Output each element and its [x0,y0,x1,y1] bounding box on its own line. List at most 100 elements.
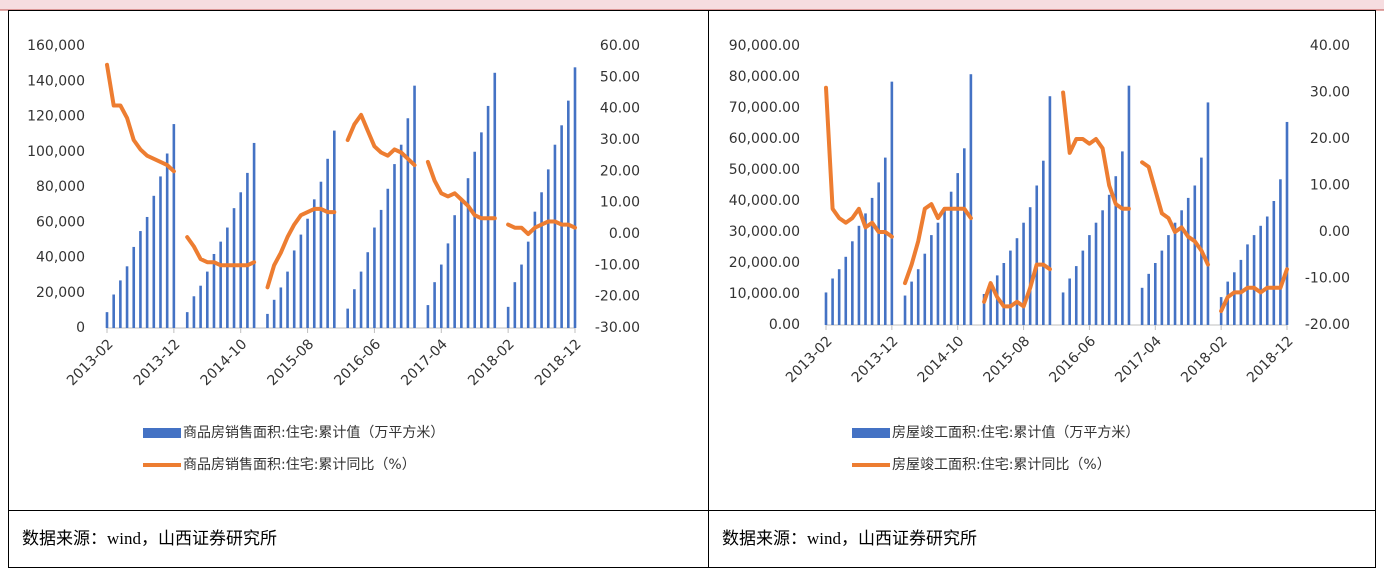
y2-tick-label: 10.00 [1310,178,1350,194]
bar [226,227,229,328]
bar [949,191,953,325]
bar [172,124,176,328]
bar [1285,121,1289,325]
bar [125,266,129,328]
bar [1121,151,1124,325]
bar [1081,250,1085,325]
y2-tick-label: -20.00 [595,289,640,305]
x-tick-label: 2016-06 [1046,333,1099,386]
bar [1226,281,1230,325]
bar [540,192,543,328]
bar [1272,201,1276,325]
y-tick-label: 120,000 [27,109,85,125]
x-tick-label: 2016-06 [331,336,384,389]
x-tick-label: 2018-02 [1178,333,1231,386]
bar [533,211,537,328]
bar [112,294,115,328]
bar [413,85,416,328]
bar [212,253,216,328]
top-strip [0,0,1384,10]
legend-label: 房屋竣工面积:住宅:累计同比（%） [892,457,1111,473]
bar [877,182,880,325]
y-tick-label: 60,000.00 [729,131,800,147]
bar [266,313,269,328]
bar [399,144,403,328]
x-tick-label: 2018-12 [1244,333,1297,386]
bar [1140,287,1144,325]
bar [252,142,256,328]
bar [1265,216,1269,325]
bar [506,306,510,328]
bar [272,299,276,328]
bar [139,231,142,328]
bar [426,305,430,328]
x-tick-label: 2015-08 [981,333,1034,386]
bar [910,281,913,325]
bar [1206,102,1210,325]
y2-tick-label: 50.00 [600,69,640,85]
y2-tick-label: 60.00 [600,38,640,54]
bar [916,269,920,325]
bar [353,289,356,328]
bar [312,199,316,328]
bar [439,264,443,328]
y-tick-label: 40,000.00 [729,193,800,209]
legend-label: 商品房销售面积:住宅:累计同比（%） [183,457,416,473]
y2-tick-label: -10.00 [595,257,640,273]
y2-tick-label: 20.00 [1310,131,1350,147]
bar [883,157,887,325]
bar [553,144,557,328]
bar [366,252,370,328]
bar [246,172,249,328]
bar [105,312,109,328]
bar [1114,176,1118,325]
bar [326,158,329,328]
y2-tick-label: -30.00 [595,320,640,336]
y-tick-label: 70,000.00 [729,100,800,116]
bar [837,269,841,325]
bar [239,192,243,328]
bar [864,213,867,325]
x-tick-label: 2013-02 [64,336,117,389]
bar [1094,222,1098,325]
x-tick-label: 2013-12 [131,336,184,389]
bar [903,295,907,325]
x-tick-label: 2017-04 [1112,333,1165,386]
bar [1186,197,1190,325]
bar [573,67,577,329]
bar [1101,210,1104,325]
bar [493,72,497,328]
bar [1167,235,1170,325]
y-tick-label: 140,000 [27,73,85,89]
bar [306,218,309,328]
bar [930,235,933,325]
y2-tick-label: -20.00 [1305,317,1350,333]
source-note: 数据来源：wind，山西证券研究所 [22,529,277,548]
bar [890,81,894,326]
y2-tick-label: 0.00 [609,226,640,242]
bar [1200,157,1203,325]
x-tick-label: 2017-04 [398,336,451,389]
bar [1193,185,1197,325]
bar [969,74,973,326]
bar [1279,179,1282,325]
bar [319,181,323,328]
bar [963,148,966,325]
bar [232,208,236,328]
bar [333,130,336,328]
bar [1173,222,1177,325]
legend-label: 商品房销售面积:住宅:累计值（万平方米） [183,425,444,441]
bar [1147,273,1150,325]
bar [205,271,209,328]
x-tick-label: 2014-10 [198,336,251,389]
bar [560,125,563,328]
bar [1048,96,1052,325]
x-tick-label: 2013-12 [849,333,902,386]
bar [386,188,390,328]
bar [956,173,960,325]
bar [1246,244,1249,325]
bar [1042,160,1045,325]
bar [165,153,169,328]
legend-label: 房屋竣工面积:住宅:累计值（万平方米） [892,425,1139,441]
